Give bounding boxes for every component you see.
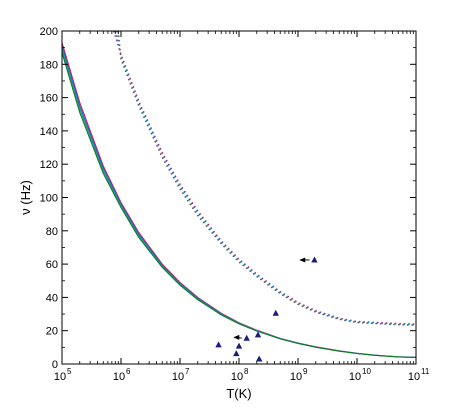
x-tick-label-exponent: 10: [362, 367, 371, 376]
x-tick-label-base: 10: [349, 371, 361, 383]
y-tick-label-2: 40: [46, 292, 58, 304]
arrow-head-1: [233, 334, 240, 340]
x-tick-label-base: 10: [172, 371, 184, 383]
x-tick-label-1: 10 6: [113, 367, 131, 383]
solid-series-line-3: [62, 49, 416, 359]
triangle-marker-3: [235, 342, 243, 349]
x-tick-label-exponent: 5: [67, 367, 72, 376]
x-tick-label-3: 10 8: [231, 367, 249, 383]
x-axis-label: T(K): [226, 386, 251, 401]
x-axis: 10 5 10 6 10 7 10 8 10 9 10 10 10 11: [54, 31, 430, 383]
x-tick-label-4: 10 9: [290, 367, 308, 383]
triangle-marker-7: [272, 309, 279, 316]
solid-series-line-4: [62, 52, 416, 359]
y-tick-label-10: 200: [40, 26, 58, 38]
x-tick-label-exponent: 6: [126, 367, 131, 376]
y-tick-label-9: 180: [40, 59, 58, 71]
solid-series-line-2: [62, 45, 416, 358]
marker-layer: [215, 256, 318, 362]
y-axis-label: ν (Hz): [18, 180, 33, 215]
y-tick-label-0: 0: [52, 359, 58, 371]
triangle-marker-8: [311, 256, 318, 263]
solid-series-line-1: [62, 42, 416, 358]
triangle-marker-2: [233, 350, 240, 357]
triangle-marker-4: [243, 334, 250, 341]
x-tick-label-exponent: 7: [185, 367, 190, 376]
x-tick-label-6: 10 11: [408, 367, 430, 383]
x-tick-label-base: 10: [290, 371, 302, 383]
x-tick-label-5: 10 10: [349, 367, 372, 383]
plot-frame: [61, 30, 417, 365]
y-tick-label-1: 20: [46, 326, 58, 338]
x-tick-label-exponent: 9: [303, 367, 308, 376]
y-axis: 0 20 40 60 80 100 120 140 160 180 200: [40, 26, 416, 371]
x-tick-label-base: 10: [113, 371, 125, 383]
y-tick-label-4: 80: [46, 226, 58, 238]
dotted-series-line-8: [117, 31, 416, 326]
y-tick-label-7: 140: [40, 126, 58, 138]
y-tick-label-3: 60: [46, 259, 58, 271]
x-tick-label-base: 10: [54, 371, 66, 383]
triangle-marker-1: [215, 341, 222, 348]
y-tick-label-6: 120: [40, 159, 58, 171]
x-tick-label-base: 10: [408, 371, 420, 383]
dotted-series-line-5: [112, 31, 416, 325]
arrow-head-2: [299, 257, 306, 263]
series-layer: [62, 31, 416, 359]
x-tick-label-0: 10 5: [54, 367, 72, 383]
triangle-marker-6: [256, 355, 263, 362]
triangle-marker-5: [254, 331, 262, 338]
x-tick-label-exponent: 8: [244, 367, 249, 376]
x-tick-label-base: 10: [231, 371, 243, 383]
y-tick-label-8: 160: [40, 93, 58, 105]
y-tick-label-5: 100: [40, 193, 58, 205]
x-tick-label-exponent: 11: [421, 367, 430, 376]
x-tick-label-2: 10 7: [172, 367, 190, 383]
